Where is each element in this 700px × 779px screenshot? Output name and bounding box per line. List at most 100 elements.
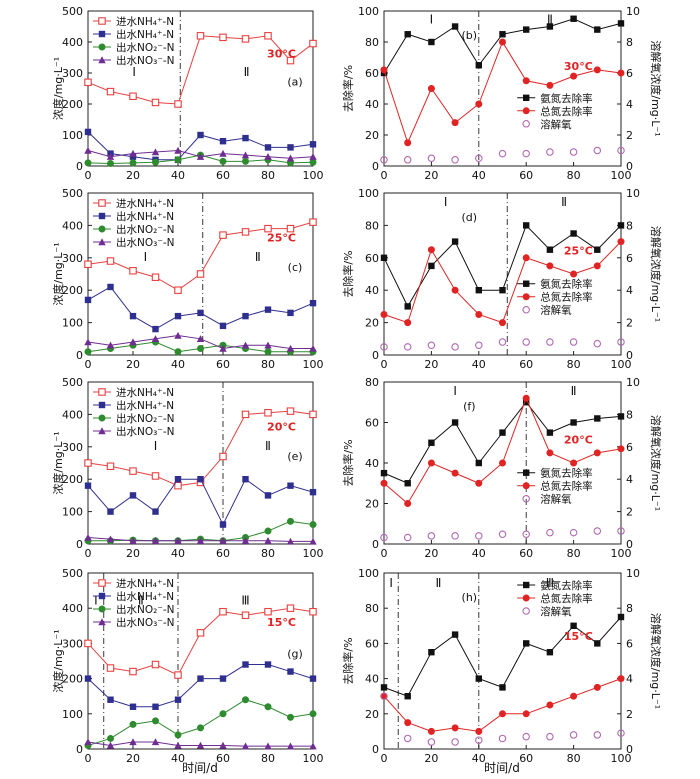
- y-tick-label: 100: [62, 129, 83, 142]
- plot-frame: [383, 572, 622, 750]
- x-tick-label: 20: [424, 547, 438, 560]
- data-point: [151, 335, 160, 342]
- data-point: [264, 341, 272, 349]
- data-point: [264, 703, 272, 711]
- data-point: [286, 604, 295, 612]
- data-point: [617, 527, 625, 535]
- phase-label: Ⅰ: [154, 439, 158, 453]
- data-point: [404, 31, 411, 38]
- legend-label: 出水NH₄⁺-N: [116, 399, 174, 412]
- y-tick-label: 500: [62, 5, 83, 18]
- data-point: [546, 262, 554, 270]
- legend-label: 出水NO₂⁻-N: [116, 41, 175, 54]
- data-point: [219, 537, 227, 544]
- data-point: [522, 149, 530, 158]
- phase-label: Ⅱ: [436, 576, 442, 590]
- data-point: [569, 731, 578, 739]
- data-point: [174, 696, 182, 703]
- legend-marker: [522, 494, 530, 503]
- x-tick-label: 40: [171, 752, 185, 765]
- data-point: [451, 631, 459, 638]
- data-point: [617, 338, 625, 346]
- data-point: [151, 273, 160, 281]
- data-point: [219, 138, 227, 145]
- data-point: [309, 39, 317, 48]
- x-tick-label: 0: [85, 547, 92, 560]
- data-point: [129, 267, 137, 275]
- data-point: [84, 738, 92, 746]
- data-point: [403, 734, 412, 743]
- data-point: [498, 530, 507, 539]
- y-tick-label: 400: [62, 219, 83, 232]
- legend-marker: [98, 388, 106, 396]
- data-point: [593, 731, 602, 739]
- data-point: [84, 159, 92, 167]
- legend-marker: [523, 581, 530, 589]
- data-point: [404, 139, 412, 147]
- data-point: [498, 734, 507, 743]
- y-tick-label: 400: [62, 408, 83, 421]
- temperature-label: 20°C: [564, 434, 593, 447]
- x-tick-label: 0: [85, 358, 92, 371]
- x-tick-label: 0: [85, 169, 92, 182]
- legend-label: 出水NO₂⁻-N: [116, 223, 175, 236]
- legend-label: 出水NO₃⁻-N: [116, 54, 175, 67]
- legend-marker: [98, 225, 106, 233]
- data-point: [152, 508, 159, 515]
- y-tick-label: 40: [365, 98, 379, 111]
- legend-marker: [522, 482, 530, 490]
- x-tick-label: 60: [216, 547, 230, 560]
- legend-marker: [98, 43, 106, 51]
- series-line: [87, 699, 314, 746]
- legend-label: 溶解氧: [540, 493, 572, 506]
- data-point: [174, 100, 182, 108]
- data-point: [380, 469, 388, 477]
- phase-label: Ⅰ: [453, 384, 457, 398]
- phase-label: Ⅰ: [144, 250, 148, 264]
- data-point: [264, 224, 272, 233]
- data-point: [546, 649, 554, 656]
- x-tick-label: 20: [126, 752, 140, 765]
- x-tick-label: 40: [171, 358, 185, 371]
- series-2: [84, 661, 317, 710]
- legend-label: 溶解氧: [540, 605, 572, 618]
- data-point: [129, 159, 137, 167]
- series-3: [380, 146, 625, 164]
- y-tick-label: 100: [358, 187, 379, 200]
- phase-label: Ⅲ: [546, 576, 554, 590]
- series-1: [84, 407, 317, 490]
- data-point: [617, 675, 625, 683]
- data-point: [174, 156, 182, 164]
- data-point: [523, 399, 530, 406]
- panel-label: (f): [463, 400, 475, 413]
- temperature-label: 25°C: [267, 232, 296, 245]
- x-tick-label: 20: [424, 358, 438, 371]
- y-tick-label: 60: [365, 67, 379, 80]
- x-tick-label: 20: [126, 547, 140, 560]
- data-point: [617, 69, 625, 77]
- data-point: [546, 732, 554, 741]
- data-point: [197, 675, 204, 682]
- data-point: [152, 717, 159, 725]
- data-point: [129, 92, 137, 101]
- panel-label: (d): [462, 211, 478, 224]
- legend-marker: [523, 94, 530, 101]
- data-point: [499, 710, 506, 718]
- data-point: [309, 344, 317, 352]
- series-1: [380, 222, 625, 310]
- x-tick-label: 0: [85, 752, 92, 765]
- data-point: [403, 343, 412, 351]
- phase-label: Ⅱ: [561, 195, 567, 209]
- data-point: [617, 445, 625, 453]
- temperature-label: 15°C: [267, 616, 296, 629]
- data-point: [84, 459, 92, 467]
- y2-axis-label: 溶解氧浓度/mg·L⁻¹: [649, 226, 663, 322]
- data-point: [309, 158, 317, 166]
- data-point: [309, 710, 317, 718]
- y2-tick-label: 10: [626, 376, 640, 389]
- data-point: [264, 153, 272, 160]
- data-point: [174, 331, 182, 339]
- x-tick-label: 40: [472, 547, 486, 560]
